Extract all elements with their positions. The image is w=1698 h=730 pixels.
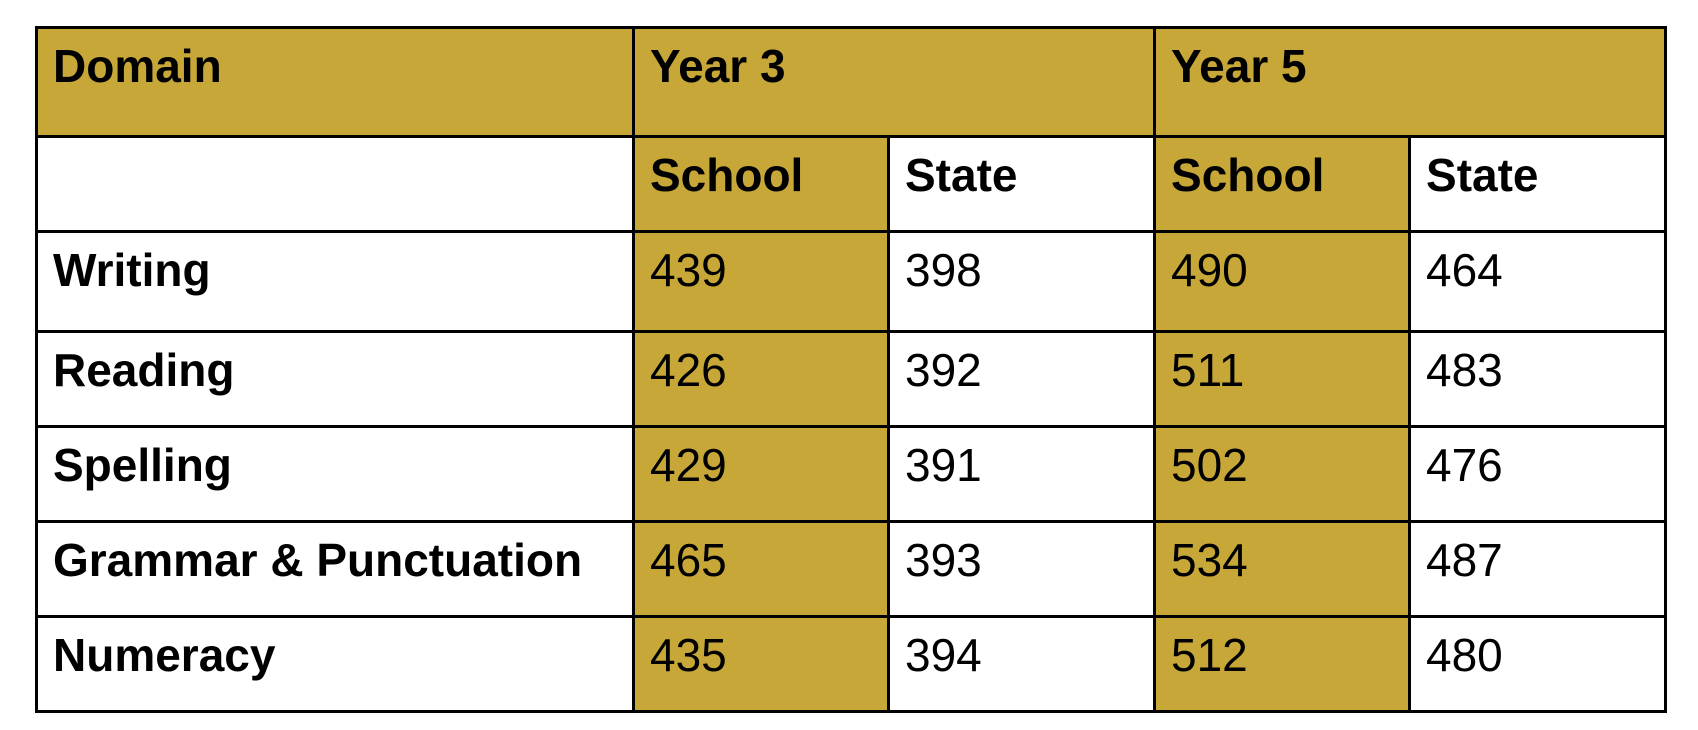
cell-year-5-school: 511	[1153, 330, 1412, 428]
row-domain-label: Writing	[35, 230, 635, 333]
row-domain-label: Spelling	[35, 425, 635, 523]
table-row: Spelling 429 391 502 476	[35, 425, 1668, 523]
table-row: Numeracy 435 394 512 480	[35, 615, 1668, 713]
row-domain-label: Numeracy	[35, 615, 635, 713]
cell-year-5-state: 464	[1408, 230, 1668, 333]
header-row-years: Domain Year 3 Year 5	[35, 26, 1668, 138]
cell-year-3-state: 392	[886, 330, 1157, 428]
header-blank-cell	[35, 135, 635, 233]
cell-year-3-state: 398	[886, 230, 1157, 333]
table-row: Grammar & Punctuation 465 393 534 487	[35, 520, 1668, 618]
cell-year-3-school: 439	[632, 230, 890, 333]
cell-year-5-state: 487	[1408, 520, 1668, 618]
table-row: Writing 439 398 490 464	[35, 230, 1668, 333]
cell-year-5-school: 502	[1153, 425, 1412, 523]
header-domain: Domain	[35, 26, 635, 138]
cell-year-3-state: 393	[886, 520, 1157, 618]
header-row-subcolumns: School State School State	[35, 135, 1668, 233]
cell-year-3-school: 465	[632, 520, 890, 618]
cell-year-5-school: 490	[1153, 230, 1412, 333]
header-year-5: Year 5	[1153, 26, 1668, 138]
header-year-3-state: State	[886, 135, 1157, 233]
row-domain-label: Grammar & Punctuation	[35, 520, 635, 618]
table-row: Reading 426 392 511 483	[35, 330, 1668, 428]
header-year-5-school: School	[1153, 135, 1412, 233]
header-year-3: Year 3	[631, 26, 1157, 138]
cell-year-5-state: 480	[1408, 615, 1668, 713]
header-year-5-state: State	[1408, 135, 1668, 233]
cell-year-3-school: 426	[632, 330, 890, 428]
header-year-3-school: School	[632, 135, 890, 233]
row-domain-label: Reading	[35, 330, 635, 428]
cell-year-5-state: 476	[1408, 425, 1668, 523]
cell-year-3-school: 429	[632, 425, 890, 523]
cell-year-5-school: 534	[1153, 520, 1412, 618]
cell-year-3-state: 391	[886, 425, 1157, 523]
cell-year-3-state: 394	[886, 615, 1157, 713]
cell-year-5-school: 512	[1153, 615, 1412, 713]
cell-year-3-school: 435	[632, 615, 890, 713]
cell-year-5-state: 483	[1408, 330, 1668, 428]
results-table: Domain Year 3 Year 5 School State School…	[35, 26, 1668, 713]
results-table-container: Domain Year 3 Year 5 School State School…	[35, 26, 1668, 713]
